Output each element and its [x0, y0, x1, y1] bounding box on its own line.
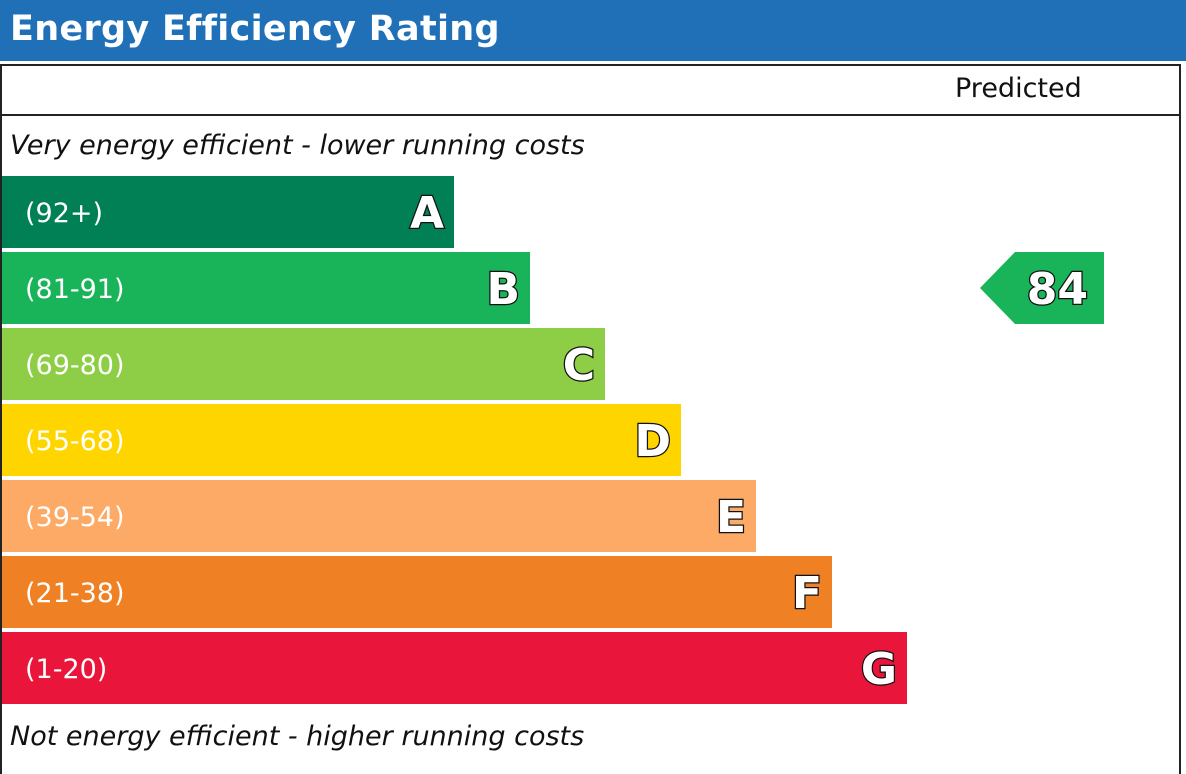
- band-e-letter: E: [716, 492, 746, 543]
- chart-title: Energy Efficiency Rating: [10, 9, 500, 49]
- band-f-letter: F: [792, 568, 822, 619]
- band-a-range: (92+): [25, 198, 103, 229]
- band-d-bar: [2, 404, 681, 476]
- band-f-range: (21-38): [25, 578, 125, 609]
- band-b-letter: B: [486, 264, 520, 315]
- band-a-bar: [2, 176, 454, 248]
- band-a-letter: A: [410, 188, 444, 239]
- band-d-letter: D: [634, 416, 671, 467]
- band-e-range: (39-54): [25, 502, 125, 533]
- band-b-bar: [2, 252, 530, 324]
- band-e-bar: [2, 480, 756, 552]
- predicted-rating-value: 84: [1027, 264, 1088, 315]
- chart-frame: [0, 64, 1181, 774]
- top-caption: Very energy efficient - lower running co…: [10, 130, 585, 161]
- band-d-range: (55-68): [25, 426, 125, 457]
- band-c-range: (69-80): [25, 350, 125, 381]
- predicted-rating-arrow: [980, 252, 1104, 324]
- band-b-range: (81-91): [25, 274, 125, 305]
- band-c-letter: C: [563, 340, 595, 391]
- band-f-bar: [2, 556, 832, 628]
- bottom-caption: Not energy efficient - higher running co…: [10, 721, 585, 752]
- title-bar: Energy Efficiency Rating: [0, 0, 1186, 61]
- header-row: [0, 64, 1181, 116]
- band-g-bar: [2, 632, 907, 704]
- predicted-column-header: Predicted: [955, 73, 1082, 104]
- band-g-letter: G: [861, 644, 897, 695]
- band-c-bar: [2, 328, 605, 400]
- band-g-range: (1-20): [25, 654, 107, 685]
